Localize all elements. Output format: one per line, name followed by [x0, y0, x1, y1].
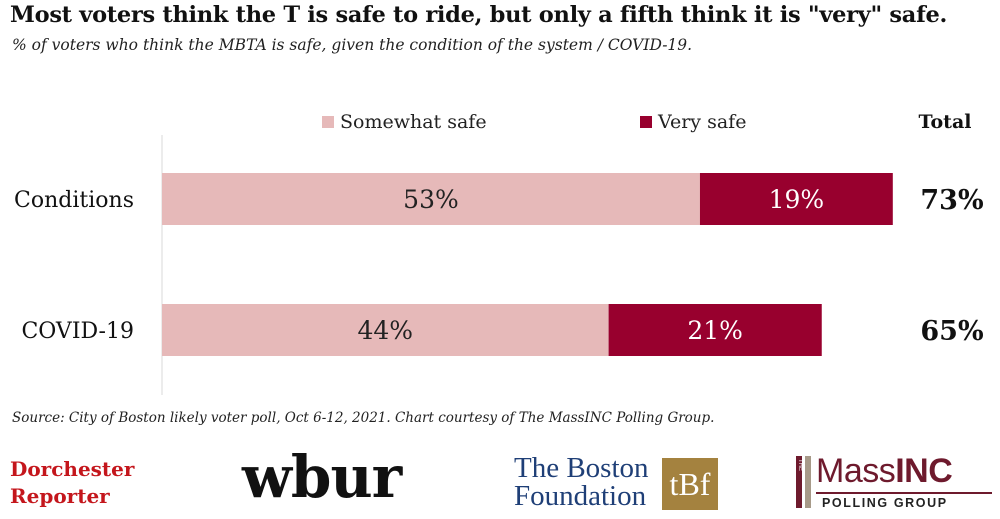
- legend-label-somewhat-safe: Somewhat safe: [340, 111, 487, 133]
- massinc-logo-the: THE: [797, 459, 803, 471]
- massinc-logo-subtitle: POLLING GROUP: [822, 496, 948, 510]
- massinc-logo-name: MassINC: [816, 452, 953, 490]
- legend-swatch-somewhat-safe: [322, 116, 334, 128]
- tbf-logo-line2: Foundation: [514, 480, 647, 512]
- wbur-logo: wbur: [242, 443, 402, 511]
- massinc-logo-rule: [816, 492, 992, 494]
- totals-header: Total: [919, 111, 972, 133]
- dorchester-reporter-logo: Dorchester Reporter: [10, 456, 134, 510]
- legend-label-very-safe: Very safe: [657, 111, 746, 133]
- tbf-logo-line1: The Boston: [514, 452, 649, 484]
- massinc-logo-inc: INC: [895, 452, 953, 490]
- bar-very-safe-covid-19: [608, 304, 822, 356]
- total-value-covid-19: 65%: [920, 316, 983, 347]
- massinc-logo-mass: Mass: [816, 452, 896, 490]
- legend-swatch-very-safe: [640, 116, 652, 128]
- massinc-logo-bar: [796, 456, 802, 508]
- total-value-conditions: 73%: [920, 185, 983, 216]
- bar-very-safe-conditions: [699, 173, 893, 225]
- massinc-polling-logo: THE MassINC POLLING GROUP: [796, 452, 994, 514]
- chart-subtitle: % of voters who think the MBTA is safe, …: [12, 36, 693, 54]
- data-label-very-safe-conditions: 19%: [769, 185, 825, 214]
- bar-somewhat-safe-covid-19: [162, 304, 609, 356]
- massinc-logo-bar-light: [805, 456, 811, 508]
- stacked-bar-chart: Somewhat safe Very safe Total Conditions 53%…: [14, 111, 984, 395]
- category-label-conditions: Conditions: [14, 188, 134, 213]
- tbf-logo-mark: tBf: [662, 458, 718, 510]
- dorchester-logo-line2: Reporter: [10, 484, 110, 508]
- category-label-covid-19: COVID-19: [21, 319, 134, 344]
- dorchester-logo-line1: Dorchester: [10, 457, 135, 481]
- data-label-very-safe-covid-19: 21%: [687, 316, 743, 345]
- data-label-somewhat-safe-conditions: 53%: [403, 185, 459, 214]
- chart-title: Most voters think the T is safe to ride,…: [10, 2, 947, 28]
- bar-somewhat-safe-conditions: [162, 173, 700, 225]
- source-note: Source: City of Boston likely voter poll…: [12, 410, 715, 426]
- data-label-somewhat-safe-covid-19: 44%: [358, 316, 414, 345]
